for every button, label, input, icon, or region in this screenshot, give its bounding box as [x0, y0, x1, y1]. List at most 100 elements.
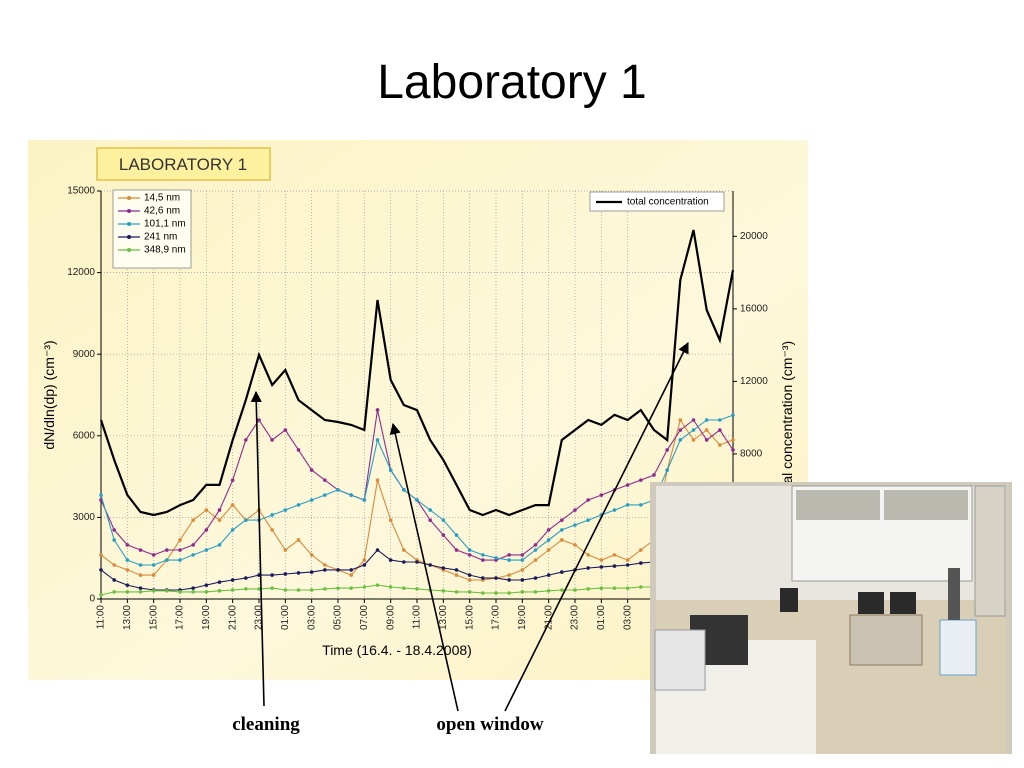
series-dot: [612, 508, 617, 512]
series-dot: [454, 568, 459, 572]
series-dot: [639, 503, 643, 507]
series-dot: [481, 591, 485, 595]
series-dot: [481, 553, 485, 557]
legend-label: 241 nm: [144, 232, 177, 243]
x-tick-label: 11:00: [96, 605, 107, 630]
series-dot: [481, 576, 485, 580]
series-dot: [217, 589, 222, 593]
series-dot: [257, 587, 261, 591]
series-dot: [573, 588, 577, 592]
annotation: open window: [436, 714, 543, 735]
x-tick-label: 23:00: [570, 605, 581, 630]
y-tick-label: 12000: [67, 267, 95, 278]
x-axis-label: Time (16.4. - 18.4.2008): [322, 642, 472, 658]
legend-swatch-dot: [127, 222, 131, 226]
series-dot: [178, 548, 182, 552]
series-dot: [165, 558, 169, 562]
series-dot: [270, 573, 274, 577]
series-dot: [230, 528, 235, 532]
legend-swatch-dot: [127, 209, 131, 213]
series-dot: [204, 590, 209, 594]
series-dot: [125, 590, 130, 594]
series-dot: [178, 590, 182, 594]
series-dot: [217, 518, 222, 522]
series-dot: [612, 553, 617, 557]
series-dot: [204, 528, 209, 532]
series-dot: [586, 553, 590, 557]
y2-tick-label: 8000: [740, 449, 763, 460]
photo-cabinet: [974, 485, 1006, 617]
arrow: [389, 422, 459, 712]
series-dot: [204, 508, 209, 512]
series-dot: [731, 438, 735, 442]
series-dot: [507, 558, 511, 562]
series-dot: [533, 548, 538, 552]
series-dot: [230, 588, 235, 592]
series-dot: [546, 528, 551, 532]
series-dot: [165, 548, 169, 552]
series-dot: [270, 513, 274, 517]
series-dot: [599, 493, 604, 497]
photo-device: [654, 629, 706, 691]
series-dot: [625, 563, 630, 567]
series-dot: [362, 585, 367, 589]
series-dot: [441, 533, 446, 537]
arrow: [250, 390, 265, 707]
series-dot: [718, 418, 722, 422]
photo-monitor: [780, 588, 798, 612]
series-dot: [494, 591, 498, 595]
series-dot: [375, 438, 380, 442]
photo-table: [849, 614, 923, 666]
series-dot: [691, 438, 696, 442]
legend-swatch-dot: [127, 235, 131, 239]
series-dot: [454, 533, 459, 537]
series-dot: [151, 589, 156, 593]
total-line: [99, 229, 735, 517]
series-dot: [230, 578, 235, 582]
series-dot: [244, 587, 248, 591]
series-dot: [230, 503, 235, 507]
series-dot: [704, 428, 709, 432]
series-dot: [283, 588, 288, 592]
x-tick-label: 15:00: [148, 605, 159, 630]
photo-gas-bottle: [948, 568, 960, 620]
x-tick-label: 09:00: [385, 605, 396, 630]
series-dot: [191, 590, 195, 594]
plot: 11:00 13:00 15:00 17:00 19:00 21:00 23:00 01:00…: [41, 186, 795, 658]
series-dot: [402, 488, 406, 492]
series-dot: [573, 523, 577, 527]
series-dot: [349, 586, 353, 590]
series-dot: [428, 518, 432, 522]
series-dot: [349, 573, 353, 577]
series-dot: [309, 553, 314, 557]
x-tick-label: 01:00: [280, 605, 291, 630]
series-dot: [546, 548, 551, 552]
series-dot: [520, 590, 525, 594]
legend-label: 348,9 nm: [144, 245, 186, 256]
series-dot: [323, 563, 327, 567]
photo-blind: [884, 490, 968, 520]
series-dot: [230, 478, 235, 482]
series-dot: [112, 538, 116, 542]
x-tick-label: 11:00: [412, 605, 423, 630]
series-dot: [678, 418, 683, 422]
series-dot: [309, 498, 314, 502]
series-dot: [467, 573, 472, 577]
series-dot: [375, 408, 380, 412]
photo-monitor: [858, 592, 884, 614]
legend-label: total concentration: [627, 197, 709, 208]
series-dot: [178, 558, 182, 562]
y-tick-label: 6000: [73, 430, 96, 441]
series-dot: [270, 438, 274, 442]
series-dot: [625, 586, 630, 590]
series-dot: [691, 428, 696, 432]
series-dot: [467, 553, 472, 557]
arrow: [504, 341, 689, 712]
series-dot: [217, 508, 222, 512]
series-dot: [546, 589, 551, 593]
x-tick-label: 07:00: [359, 605, 370, 630]
series-dot: [112, 563, 116, 567]
series-dot: [296, 503, 301, 507]
series-dot: [99, 553, 103, 557]
